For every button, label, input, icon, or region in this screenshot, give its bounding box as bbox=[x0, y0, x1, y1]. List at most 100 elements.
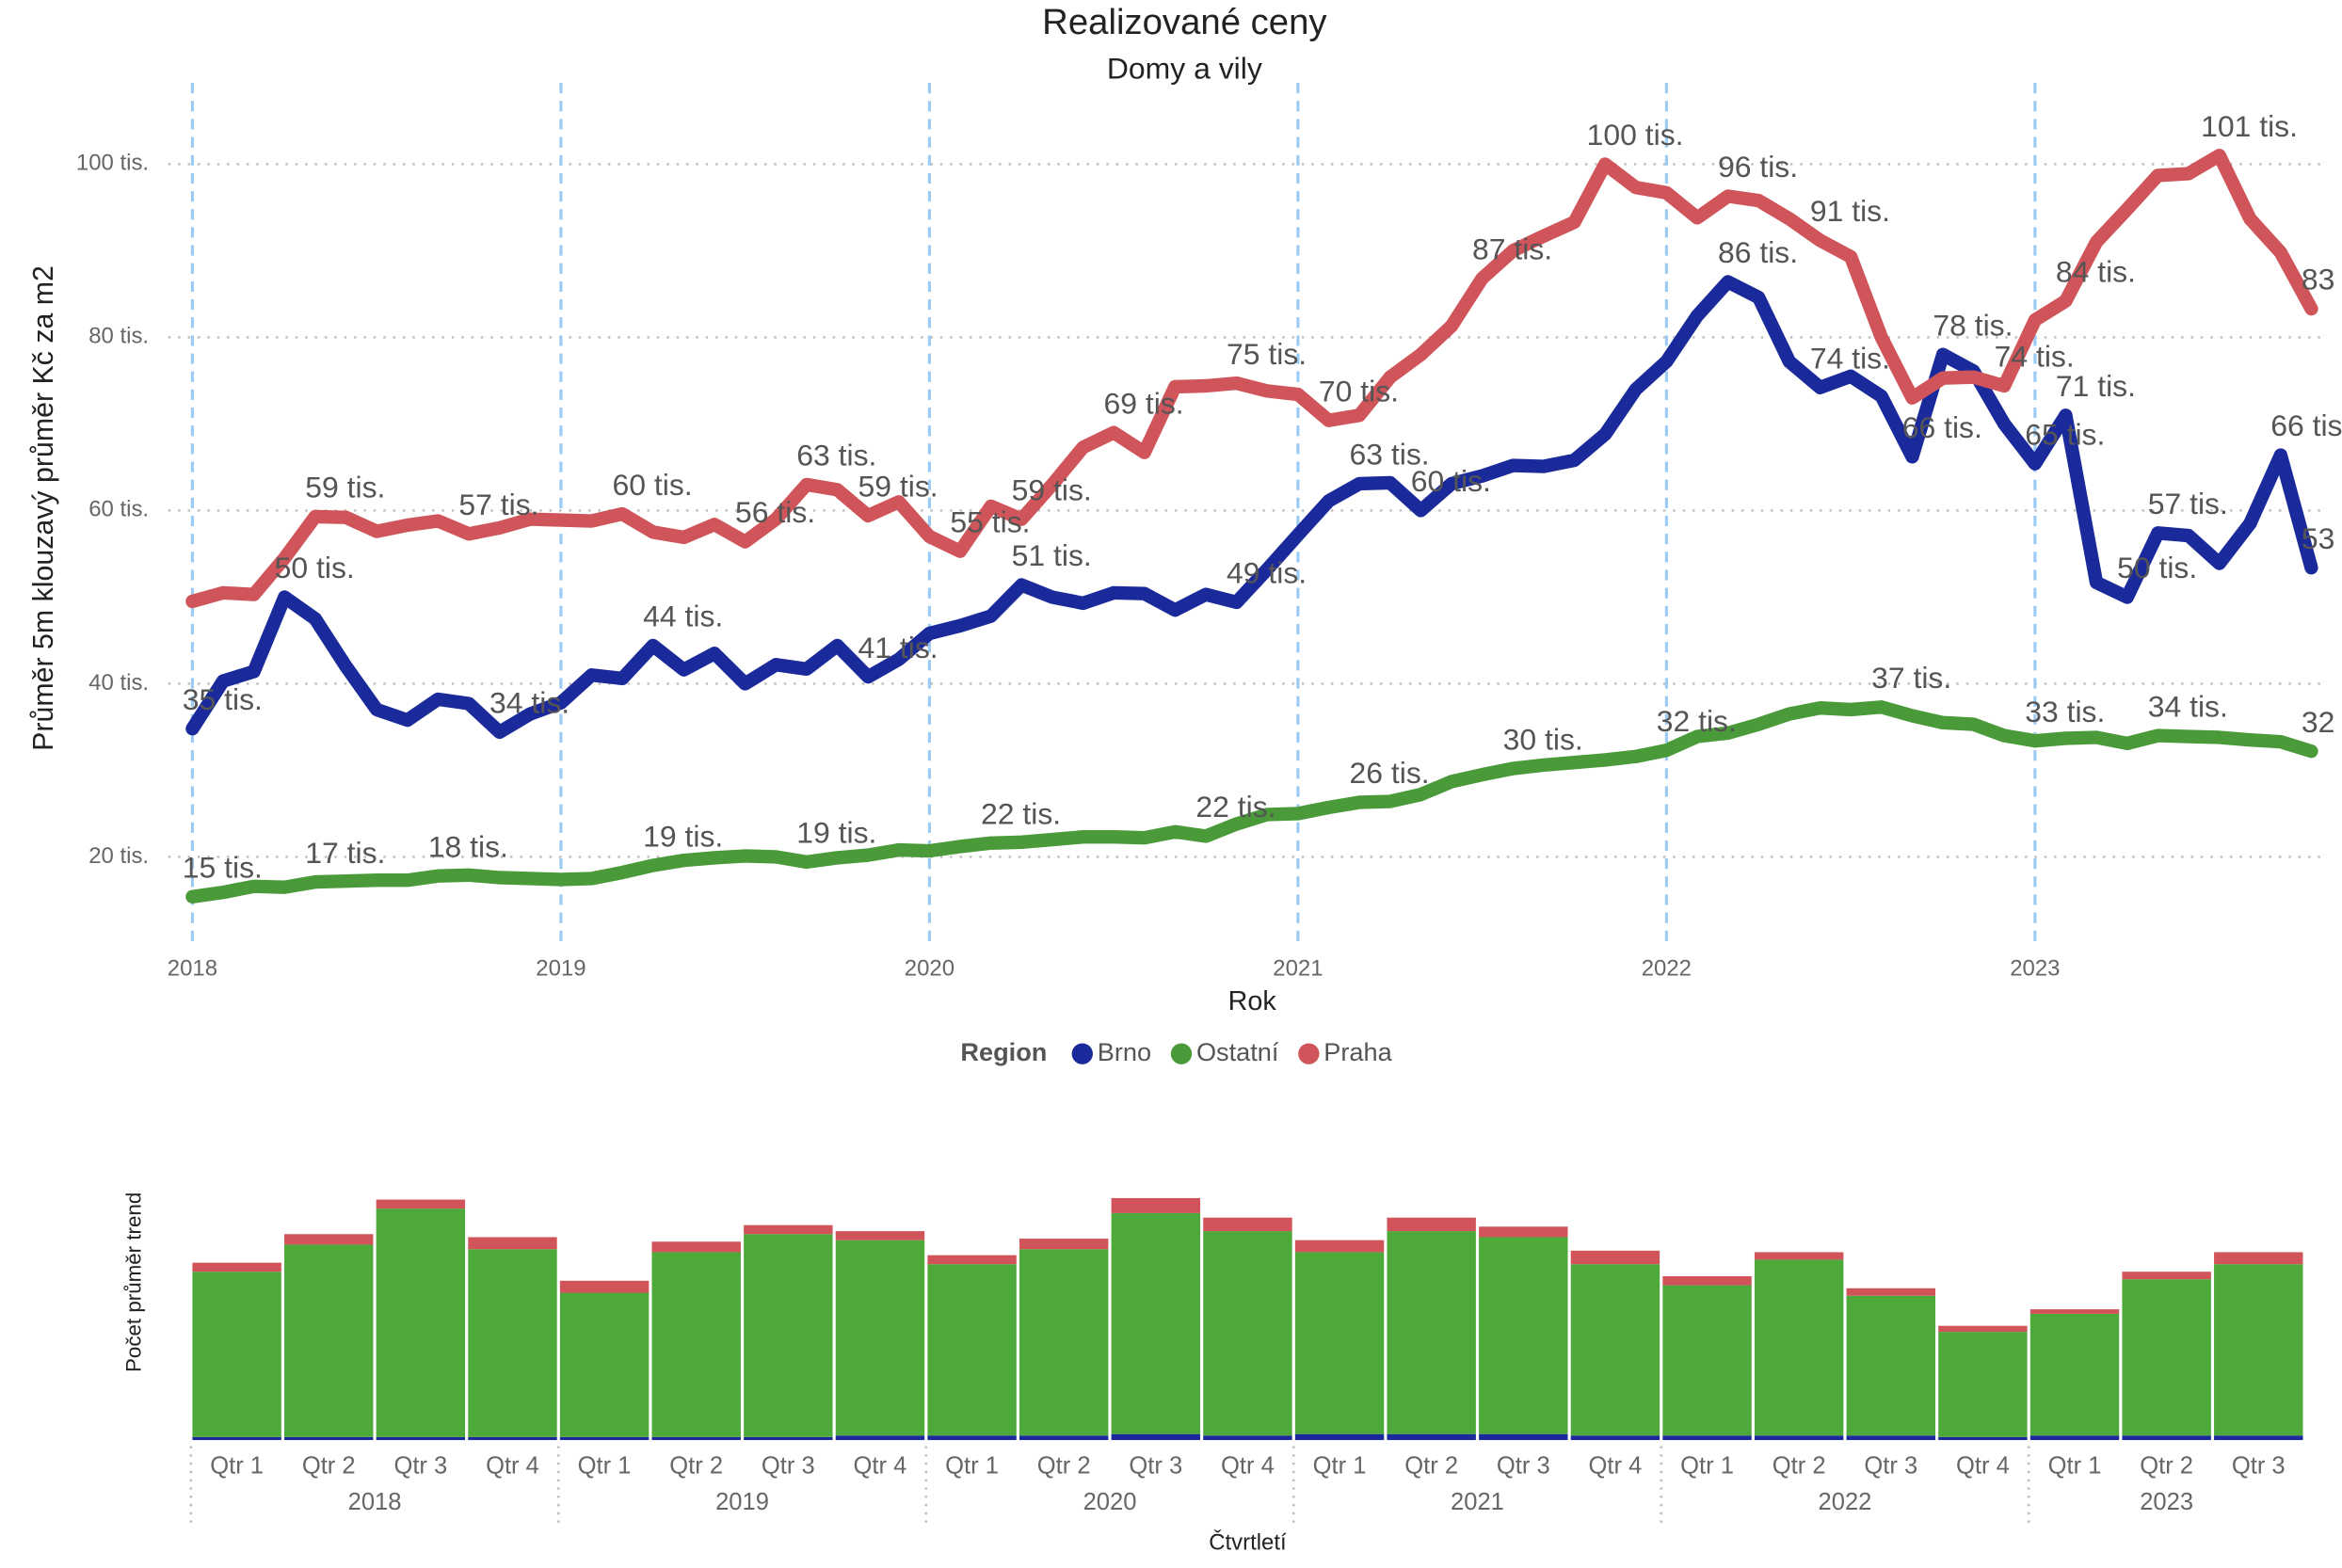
x-tick-label: Qtr 4 bbox=[1589, 1453, 1643, 1480]
data-label: 74 tis. bbox=[1810, 341, 1890, 375]
bar-segment bbox=[651, 1252, 741, 1437]
bar-segment bbox=[835, 1240, 925, 1436]
data-label: 50 tis. bbox=[2117, 551, 2197, 584]
bar-segment bbox=[1479, 1433, 1568, 1441]
bar-segment bbox=[1938, 1436, 2028, 1441]
x-tick-label: Qtr 3 bbox=[1129, 1453, 1182, 1480]
x-tick-label: 2019 bbox=[536, 956, 586, 982]
data-label: 15 tis. bbox=[183, 850, 263, 884]
bar-segment bbox=[284, 1234, 374, 1245]
series-line bbox=[185, 700, 2318, 904]
data-label: 66 tis. bbox=[1902, 410, 1982, 444]
data-label: 70 tis. bbox=[1319, 374, 1399, 408]
x-tick-label: Qtr 4 bbox=[1221, 1453, 1275, 1480]
bar-segment bbox=[2214, 1435, 2303, 1441]
bar-segment bbox=[2029, 1313, 2120, 1436]
bar-segment bbox=[744, 1224, 833, 1235]
data-label: 22 tis. bbox=[1195, 790, 1275, 824]
x-tick-label: Qtr 2 bbox=[302, 1453, 356, 1480]
data-label: 60 tis. bbox=[1411, 464, 1491, 498]
x-axis-title: Čtvrtletí bbox=[1209, 1529, 1287, 1556]
bar-segment bbox=[1754, 1252, 1844, 1260]
x-tick-label: Qtr 4 bbox=[854, 1453, 907, 1480]
data-label: 26 tis. bbox=[1349, 756, 1429, 790]
bar-segment bbox=[1111, 1212, 1201, 1434]
x-axis-title: Rok bbox=[1228, 986, 1277, 1016]
bar-segment bbox=[651, 1436, 741, 1441]
x-tick-label: Qtr 2 bbox=[1404, 1453, 1458, 1480]
legend-marker bbox=[1071, 1043, 1093, 1064]
year-label: 2021 bbox=[1451, 1489, 1504, 1515]
bar-segment bbox=[376, 1208, 466, 1437]
y-tick-label: 80 tis. bbox=[88, 324, 149, 349]
bar-segment bbox=[1846, 1295, 1935, 1436]
bar-segment bbox=[284, 1244, 374, 1437]
data-label: 56 tis. bbox=[735, 495, 815, 529]
series-line bbox=[185, 275, 2318, 740]
series-line bbox=[185, 148, 2318, 609]
bar-segment bbox=[1570, 1435, 1660, 1441]
data-label: 69 tis. bbox=[1103, 386, 1183, 420]
data-label: 41 tis. bbox=[858, 631, 938, 664]
bar-segment bbox=[1387, 1433, 1476, 1441]
data-label: 83 tis. bbox=[2302, 263, 2342, 296]
x-tick-label: 2023 bbox=[2010, 956, 2060, 982]
x-tick-label: 2018 bbox=[168, 956, 217, 982]
data-label: 55 tis. bbox=[950, 504, 1030, 538]
data-label: 34 tis. bbox=[489, 686, 569, 720]
data-label: 18 tis. bbox=[428, 829, 508, 863]
bar-segment bbox=[1662, 1435, 1752, 1441]
legend-label: Brno bbox=[1098, 1037, 1151, 1066]
y-tick-label: 60 tis. bbox=[88, 497, 149, 522]
x-tick-label: Qtr 1 bbox=[210, 1453, 264, 1480]
bar-segment bbox=[2029, 1309, 2120, 1314]
data-label: 96 tis. bbox=[1718, 150, 1798, 184]
data-label: 71 tis. bbox=[2056, 369, 2136, 403]
bar-segment bbox=[1019, 1239, 1109, 1250]
data-label: 37 tis. bbox=[1871, 661, 1951, 695]
bar-segment bbox=[1294, 1252, 1385, 1434]
bar-segment bbox=[927, 1264, 1017, 1436]
x-tick-label: Qtr 3 bbox=[762, 1453, 815, 1480]
year-label: 2020 bbox=[1083, 1489, 1137, 1515]
bar-segment bbox=[1294, 1240, 1385, 1253]
bar-segment bbox=[835, 1231, 925, 1240]
data-label: 63 tis. bbox=[1349, 438, 1429, 472]
bar-segment bbox=[927, 1255, 1017, 1265]
x-tick-label: Qtr 1 bbox=[2048, 1453, 2102, 1480]
bar-segment bbox=[1387, 1231, 1476, 1434]
bar-segment bbox=[468, 1237, 557, 1250]
chart-title: Realizované ceny bbox=[1042, 2, 1327, 42]
bar-segment bbox=[651, 1241, 741, 1253]
bar-segment bbox=[1754, 1435, 1844, 1441]
y-axis-title: Počet průměr trend bbox=[122, 1192, 146, 1372]
legend-title: Region bbox=[960, 1037, 1047, 1066]
bar-segment bbox=[1846, 1435, 1935, 1441]
data-label: 59 tis. bbox=[1012, 472, 1092, 506]
year-label: 2018 bbox=[348, 1489, 402, 1515]
x-tick-label: Qtr 2 bbox=[1037, 1453, 1091, 1480]
data-label: 65 tis. bbox=[2025, 417, 2105, 451]
bar-segment bbox=[1387, 1217, 1476, 1232]
bar-segment bbox=[559, 1280, 650, 1293]
bar-segment bbox=[1203, 1435, 1292, 1441]
data-label: 30 tis. bbox=[1503, 722, 1583, 756]
data-label: 84 tis. bbox=[2056, 254, 2136, 288]
bar-segment bbox=[468, 1436, 557, 1441]
bar-segment bbox=[284, 1436, 374, 1441]
data-label: 57 tis. bbox=[2148, 487, 2228, 520]
bar-segment bbox=[1938, 1332, 2028, 1437]
bar-segment bbox=[376, 1199, 466, 1209]
data-label: 44 tis. bbox=[643, 600, 723, 633]
x-tick-label: Qtr 1 bbox=[578, 1453, 632, 1480]
x-tick-label: Qtr 1 bbox=[945, 1453, 999, 1480]
bar-segment bbox=[1019, 1249, 1109, 1436]
data-label: 57 tis. bbox=[458, 488, 538, 521]
x-tick-label: Qtr 3 bbox=[1864, 1453, 1917, 1480]
year-label: 2023 bbox=[2140, 1489, 2193, 1515]
data-label: 59 tis. bbox=[305, 471, 385, 504]
bar-segment bbox=[1479, 1237, 1568, 1434]
legend-marker bbox=[1170, 1043, 1193, 1064]
data-label: 33 tis. bbox=[2025, 695, 2105, 728]
